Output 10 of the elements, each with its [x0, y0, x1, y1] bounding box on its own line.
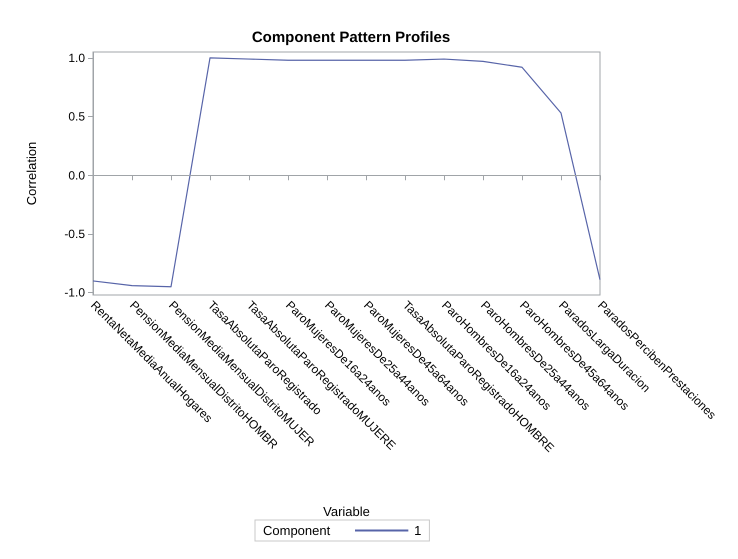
- legend-title: Component: [263, 523, 331, 538]
- y-tick-label: 0.0: [68, 168, 86, 182]
- y-tick-label: -0.5: [64, 226, 86, 241]
- y-axis-title: Correlation: [24, 142, 39, 206]
- chart-title: Component Pattern Profiles: [252, 29, 450, 46]
- y-tick-label: -1.0: [64, 286, 86, 300]
- x-axis-title: Variable: [323, 504, 370, 519]
- legend-label: 1: [414, 523, 422, 538]
- y-tick-label: 1.0: [68, 50, 86, 65]
- y-tick-label: 0.5: [68, 110, 86, 124]
